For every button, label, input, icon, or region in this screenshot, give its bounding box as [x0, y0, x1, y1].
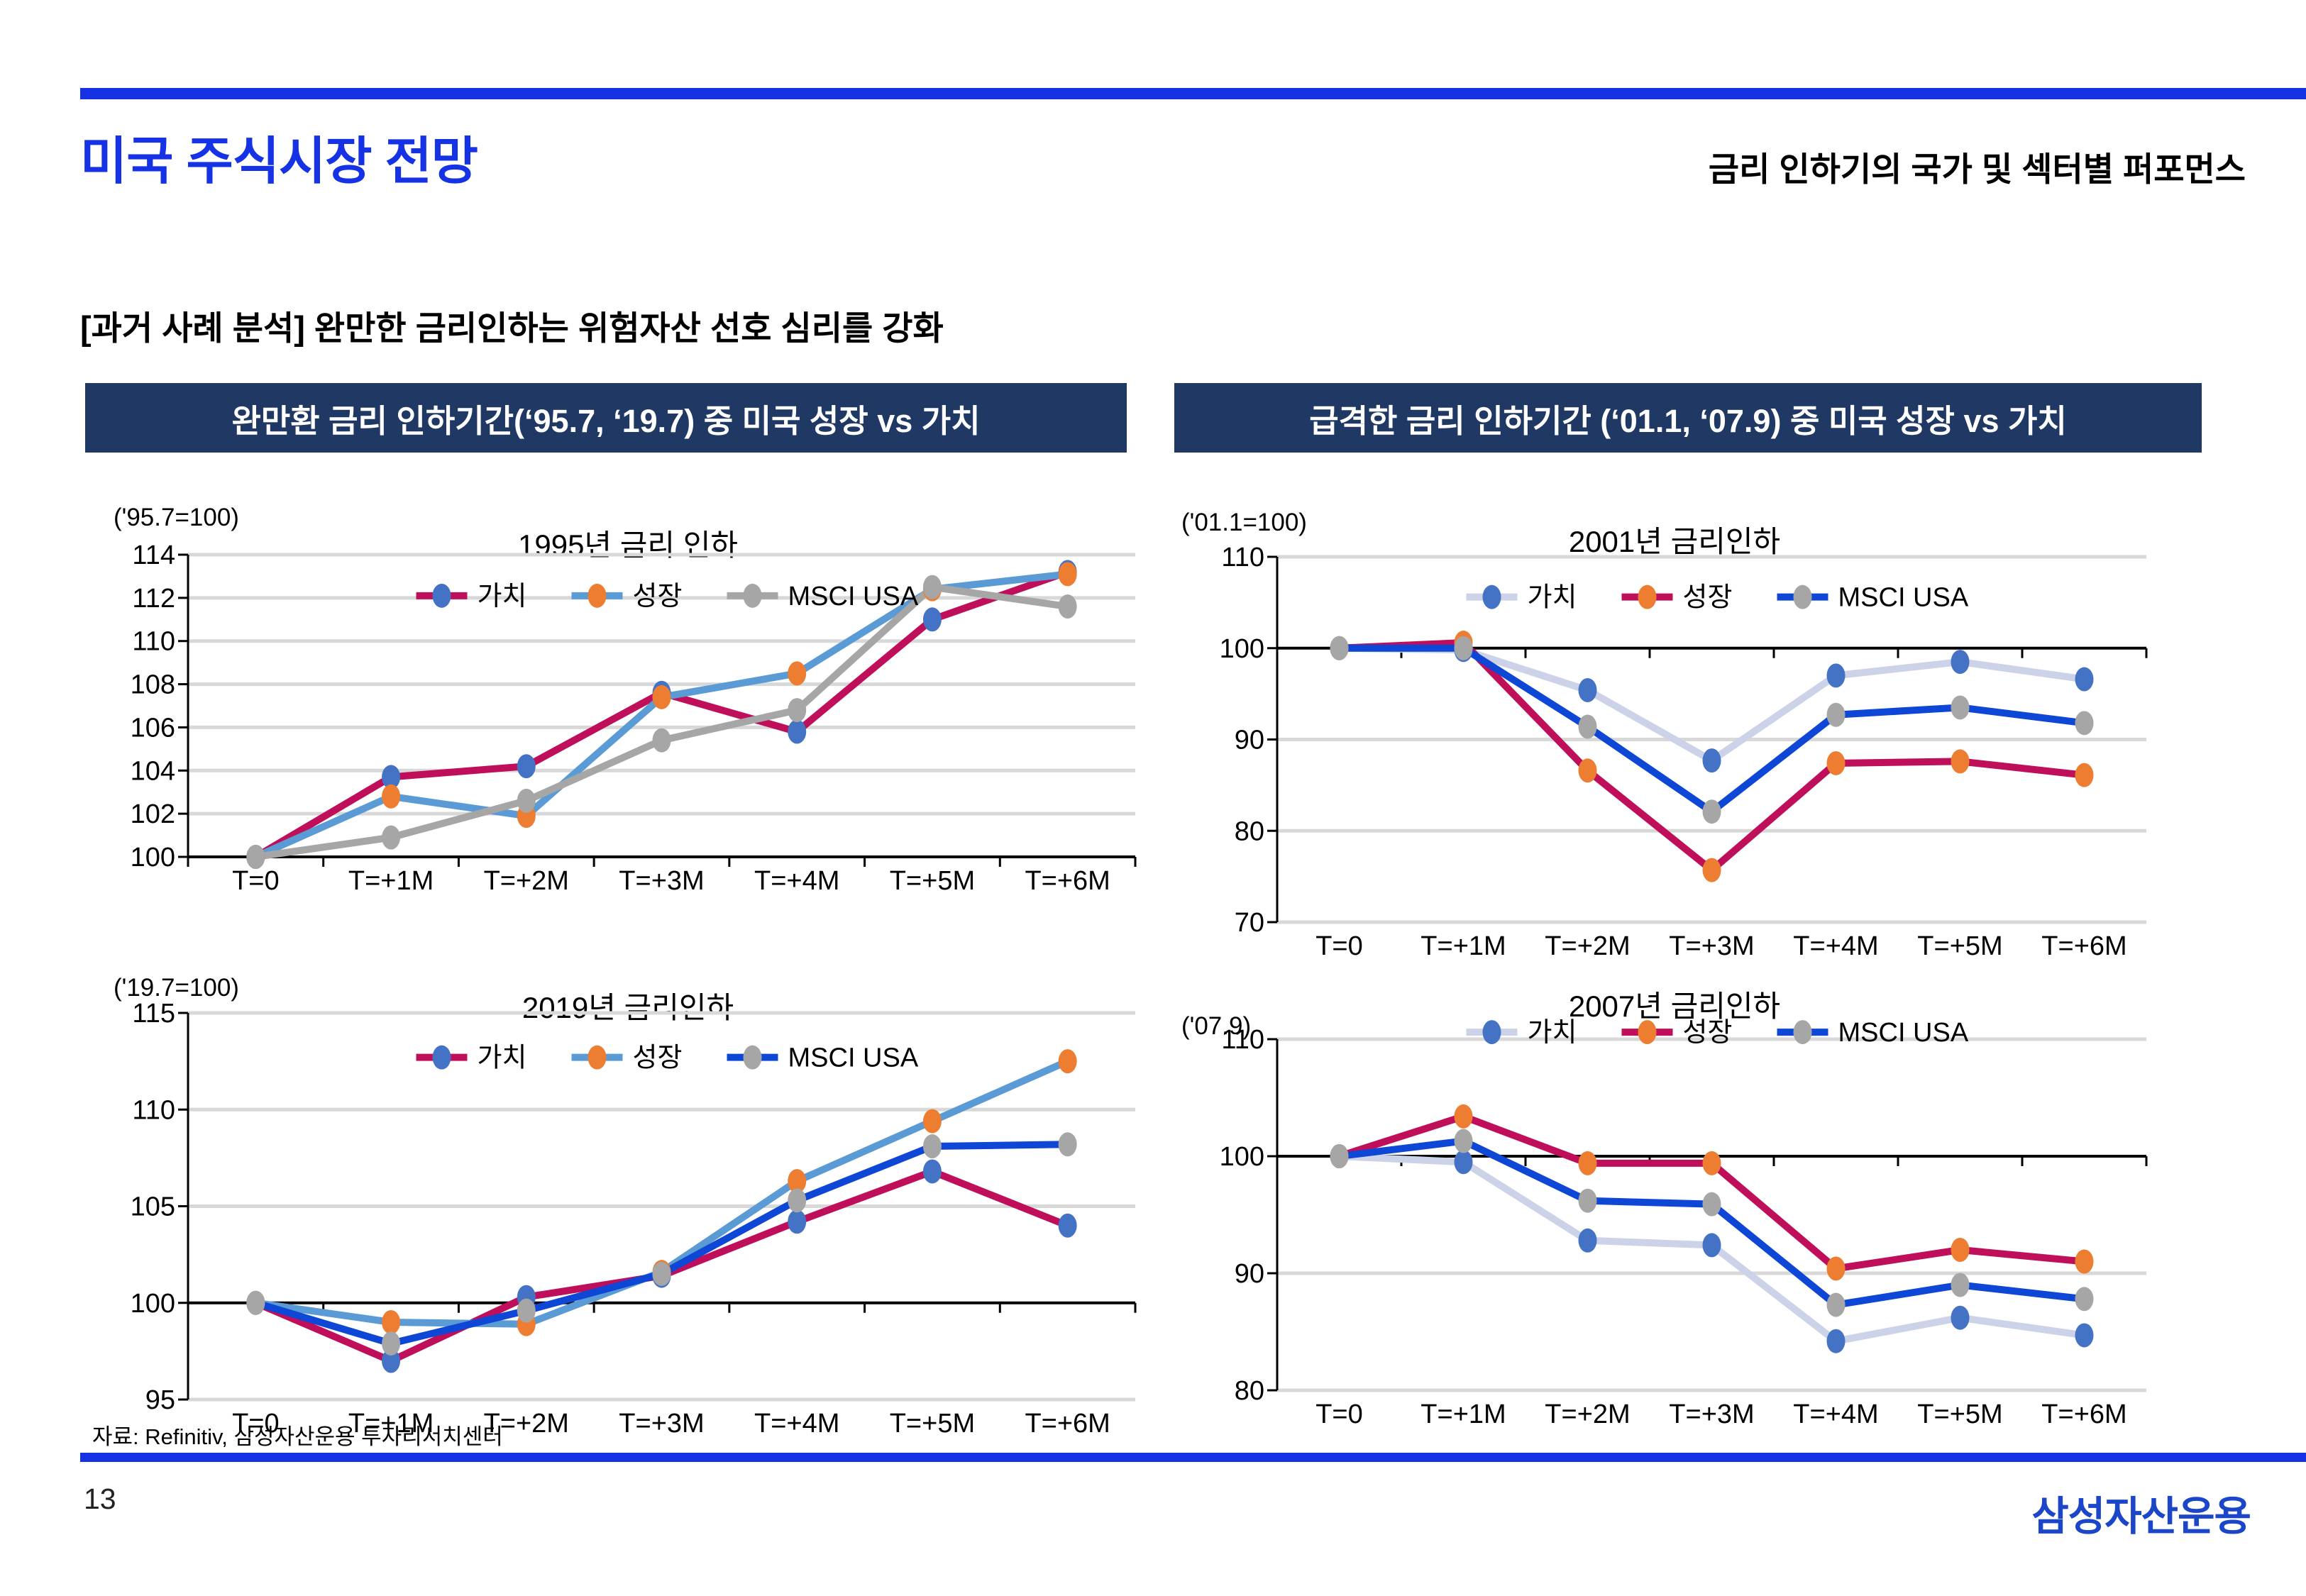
svg-text:T=+1M: T=+1M	[1420, 931, 1506, 961]
svg-text:T=+4M: T=+4M	[1793, 931, 1878, 961]
svg-text:T=+3M: T=+3M	[619, 866, 704, 896]
top-divider-rule	[80, 88, 2306, 99]
svg-text:MSCI USA: MSCI USA	[788, 1043, 919, 1073]
svg-text:T=+5M: T=+5M	[1917, 1400, 2002, 1429]
svg-text:T=+6M: T=+6M	[1025, 1409, 1110, 1439]
chart-1995-rate-cut: ('95.7=100) 1995년 금리 인하 100 102 104 106 108 1…	[106, 497, 1149, 896]
svg-text:100: 100	[1220, 1142, 1264, 1172]
samsung-asset-management-logo: 삼성자산운용	[2031, 1494, 2251, 1539]
section-subtitle: [과거 사례 분석] 완만한 금리인하는 위험자산 선호 심리를 강화	[80, 309, 944, 347]
chart-2001-rate-cut: ('01.1=100) 2001년 금리인하 70 80 90 100 110 T=0 T=…	[1174, 500, 2175, 968]
svg-text:T=0: T=0	[1315, 931, 1363, 961]
svg-text:성장: 성장	[1683, 1018, 1733, 1048]
svg-text:T=+5M: T=+5M	[890, 866, 975, 896]
header-right-subtitle: 금리 인하기의 국가 및 섹터별 퍼포먼스	[1708, 150, 2246, 188]
page-number: 13	[84, 1483, 116, 1515]
svg-text:80: 80	[1235, 1376, 1264, 1406]
svg-text:T=+3M: T=+3M	[1669, 1400, 1754, 1429]
svg-text:95: 95	[145, 1385, 175, 1415]
line-plot-2007: 80 90 100 110 T=0 T=+1M T=+2M T=+3M T=+4M T=+5M T=…	[1220, 1018, 2148, 1429]
chart-2019-rate-cut: ('19.7=100) 2019년 금리인하 95 100 105 110 115 T=0…	[106, 968, 1149, 1439]
svg-text:104: 104	[131, 756, 175, 786]
svg-text:100: 100	[1220, 634, 1264, 664]
chart-title-2019: 2019년 금리인하	[522, 991, 734, 1024]
panel-header-gradual-cuts: 완만환 금리 인하기간(‘95.7, ‘19.7) 중 미국 성장 vs 가치	[85, 383, 1127, 453]
line-plot-2019: 95 100 105 110 115 T=0 T=+1M T=+2M T=+3M T=+4M T=+…	[131, 999, 1137, 1439]
axis-note-2007: ('07.9)	[1181, 1012, 1252, 1040]
source-note: 자료: Refinitiv, 삼성자산운용 투자리서치센터	[92, 1424, 503, 1449]
axis-note-2001: ('01.1=100)	[1181, 509, 1307, 536]
svg-text:성장: 성장	[1683, 583, 1733, 613]
axis-note-2019: ('19.7=100)	[114, 974, 239, 1002]
svg-text:90: 90	[1235, 1259, 1264, 1289]
chart-title-2007: 2007년 금리인하	[1568, 990, 1781, 1023]
svg-text:가치: 가치	[478, 582, 527, 611]
svg-text:90: 90	[1235, 726, 1264, 755]
svg-text:T=0: T=0	[232, 866, 280, 896]
svg-text:T=+6M: T=+6M	[2041, 1400, 2126, 1429]
svg-text:T=+1M: T=+1M	[348, 1409, 434, 1439]
svg-text:T=+3M: T=+3M	[619, 1409, 704, 1439]
page-title: 미국 주식시장 전망	[80, 133, 478, 190]
svg-text:108: 108	[131, 670, 175, 700]
line-plot-2001: 70 80 90 100 110 T=0 T=+1M T=+2M T=+3M T=+4M T=+5M…	[1220, 543, 2148, 961]
svg-text:MSCI USA: MSCI USA	[788, 582, 919, 611]
svg-text:70: 70	[1235, 908, 1264, 938]
bottom-divider-rule	[80, 1453, 2306, 1462]
svg-text:성장: 성장	[633, 582, 683, 611]
svg-text:T=+2M: T=+2M	[1545, 931, 1630, 961]
svg-text:T=+1M: T=+1M	[348, 866, 434, 896]
svg-text:110: 110	[132, 627, 175, 657]
svg-text:T=+3M: T=+3M	[1669, 931, 1754, 961]
svg-text:100: 100	[131, 1289, 175, 1319]
svg-text:114: 114	[132, 541, 175, 570]
svg-text:T=+5M: T=+5M	[890, 1409, 975, 1439]
svg-text:110: 110	[132, 1095, 175, 1125]
svg-text:80: 80	[1235, 816, 1264, 846]
svg-text:T=+2M: T=+2M	[484, 1409, 569, 1439]
svg-text:MSCI USA: MSCI USA	[1838, 1018, 1969, 1048]
chart-title-2001: 2001년 금리인하	[1568, 525, 1781, 558]
svg-text:가치: 가치	[1528, 1018, 1577, 1048]
svg-text:110: 110	[1221, 1025, 1264, 1055]
svg-text:106: 106	[131, 713, 175, 743]
svg-text:100: 100	[131, 843, 175, 872]
svg-text:T=+6M: T=+6M	[1025, 866, 1110, 896]
svg-text:성장: 성장	[633, 1043, 683, 1073]
axis-note-1995: ('95.7=100)	[114, 504, 239, 531]
svg-text:T=0: T=0	[1315, 1400, 1363, 1429]
svg-text:T=+6M: T=+6M	[2041, 931, 2126, 961]
svg-text:T=+2M: T=+2M	[1545, 1400, 1630, 1429]
svg-text:T=+4M: T=+4M	[754, 866, 839, 896]
svg-text:T=+2M: T=+2M	[484, 866, 569, 896]
svg-text:T=+4M: T=+4M	[1793, 1400, 1878, 1429]
panel-header-steep-cuts: 급격한 금리 인하기간 (‘01.1, ‘07.9) 중 미국 성장 vs 가치	[1174, 383, 2202, 453]
svg-text:115: 115	[132, 999, 175, 1029]
svg-text:105: 105	[131, 1192, 175, 1222]
svg-text:110: 110	[1221, 543, 1264, 572]
svg-text:112: 112	[132, 584, 175, 614]
chart-2007-rate-cut: ('07.9) 2007년 금리인하 80 90 100 110 T=0 T=+1M T=+…	[1174, 968, 2175, 1436]
svg-text:T=+1M: T=+1M	[1420, 1400, 1506, 1429]
svg-text:가치: 가치	[1528, 583, 1577, 613]
svg-text:T=+5M: T=+5M	[1917, 931, 2002, 961]
svg-text:T=+4M: T=+4M	[754, 1409, 839, 1439]
line-plot-1995: 100 102 104 106 108 110 112 114 T=0 T=+1M T=+2M T=+…	[131, 541, 1137, 896]
svg-text:가치: 가치	[478, 1043, 527, 1073]
svg-text:MSCI USA: MSCI USA	[1838, 583, 1969, 613]
svg-text:102: 102	[131, 799, 175, 829]
svg-text:T=0: T=0	[232, 1409, 280, 1439]
